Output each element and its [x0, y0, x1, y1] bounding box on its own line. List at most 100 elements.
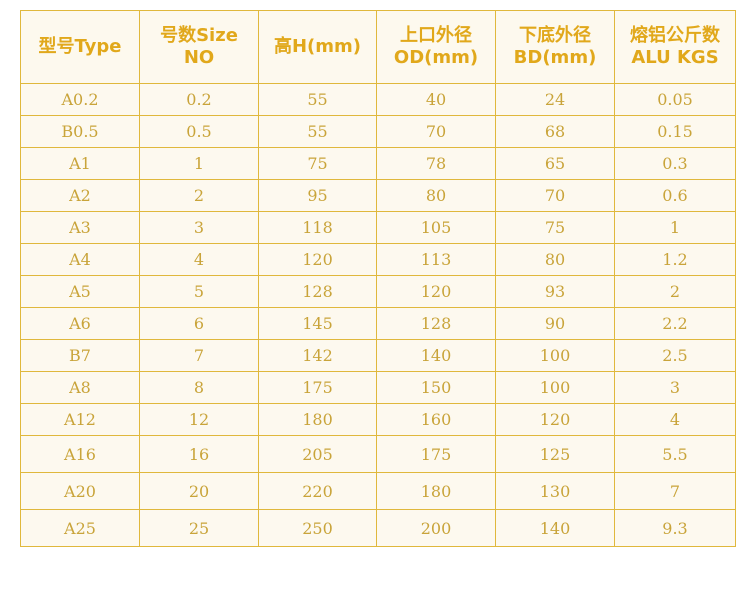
header-size-label-cn: 号数Size — [160, 25, 238, 46]
height-cell: 180 — [258, 403, 377, 436]
type-cell: A20 — [20, 472, 140, 510]
type-cell: A4 — [20, 243, 140, 276]
size-cell: 25 — [139, 509, 259, 547]
table-row: A3 3 118 105 75 1 — [20, 211, 736, 244]
size-cell: 20 — [139, 472, 259, 510]
header-height-label: 高H(mm) — [273, 36, 362, 57]
table-row: A4 4 120 113 80 1.2 — [20, 243, 736, 276]
size-cell: 4 — [139, 243, 259, 276]
top-diameter-cell: 120 — [376, 275, 496, 308]
table-row: A0.2 0.2 55 40 24 0.05 — [20, 83, 736, 116]
type-cell: A5 — [20, 275, 140, 308]
size-cell: 6 — [139, 307, 259, 340]
top-diameter-cell: 175 — [376, 435, 496, 473]
height-cell: 55 — [258, 115, 377, 148]
height-cell: 250 — [258, 509, 377, 547]
bottom-diameter-cell: 70 — [495, 179, 615, 212]
size-cell: 16 — [139, 435, 259, 473]
table-row: A1 1 75 78 65 0.3 — [20, 147, 736, 180]
height-cell: 175 — [258, 371, 377, 404]
type-cell: A16 — [20, 435, 140, 473]
header-type: 型号Type — [20, 10, 140, 84]
table-body: A0.2 0.2 55 40 24 0.05 B0.5 0.5 55 70 68 0.15 A1 1 75 7… — [20, 83, 736, 547]
aluminum-capacity-cell: 0.05 — [614, 83, 736, 116]
type-cell: A25 — [20, 509, 140, 547]
bottom-diameter-cell: 90 — [495, 307, 615, 340]
aluminum-capacity-cell: 0.3 — [614, 147, 736, 180]
table-row: B7 7 142 140 100 2.5 — [20, 339, 736, 372]
aluminum-capacity-cell: 0.15 — [614, 115, 736, 148]
size-cell: 0.2 — [139, 83, 259, 116]
header-bottom-diameter-label-cn: 下底外径 — [519, 25, 591, 46]
header-type-label: 型号Type — [38, 36, 122, 57]
aluminum-capacity-cell: 4 — [614, 403, 736, 436]
bottom-diameter-cell: 24 — [495, 83, 615, 116]
bottom-diameter-cell: 120 — [495, 403, 615, 436]
header-top-diameter-label-en: OD(mm) — [393, 47, 479, 68]
aluminum-capacity-cell: 3 — [614, 371, 736, 404]
height-cell: 220 — [258, 472, 377, 510]
type-cell: A6 — [20, 307, 140, 340]
aluminum-capacity-cell: 2.5 — [614, 339, 736, 372]
bottom-diameter-cell: 75 — [495, 211, 615, 244]
aluminum-capacity-cell: 5.5 — [614, 435, 736, 473]
top-diameter-cell: 113 — [376, 243, 496, 276]
header-bottom-diameter: 下底外径 BD(mm) — [495, 10, 615, 84]
aluminum-capacity-cell: 2 — [614, 275, 736, 308]
type-cell: A3 — [20, 211, 140, 244]
size-cell: 12 — [139, 403, 259, 436]
size-cell: 7 — [139, 339, 259, 372]
type-cell: B0.5 — [20, 115, 140, 148]
header-aluminum-capacity-label-en: ALU KGS — [631, 47, 719, 68]
height-cell: 75 — [258, 147, 377, 180]
crucible-spec-table: 型号Type 号数Size NO 高H(mm) 上口外径 OD(mm) 下底外径 BD… — [20, 10, 736, 547]
header-row: 型号Type 号数Size NO 高H(mm) 上口外径 OD(mm) 下底外径 BD… — [20, 10, 736, 84]
table-row: A20 20 220 180 130 7 — [20, 472, 736, 510]
height-cell: 118 — [258, 211, 377, 244]
bottom-diameter-cell: 130 — [495, 472, 615, 510]
top-diameter-cell: 40 — [376, 83, 496, 116]
table-row: A25 25 250 200 140 9.3 — [20, 509, 736, 547]
table-row: A16 16 205 175 125 5.5 — [20, 435, 736, 473]
aluminum-capacity-cell: 1 — [614, 211, 736, 244]
height-cell: 95 — [258, 179, 377, 212]
bottom-diameter-cell: 80 — [495, 243, 615, 276]
bottom-diameter-cell: 100 — [495, 371, 615, 404]
header-top-diameter: 上口外径 OD(mm) — [376, 10, 496, 84]
height-cell: 145 — [258, 307, 377, 340]
type-cell: A1 — [20, 147, 140, 180]
table-row: A5 5 128 120 93 2 — [20, 275, 736, 308]
aluminum-capacity-cell: 7 — [614, 472, 736, 510]
size-cell: 0.5 — [139, 115, 259, 148]
height-cell: 120 — [258, 243, 377, 276]
top-diameter-cell: 140 — [376, 339, 496, 372]
size-cell: 3 — [139, 211, 259, 244]
table-row: A8 8 175 150 100 3 — [20, 371, 736, 404]
size-cell: 8 — [139, 371, 259, 404]
header-size: 号数Size NO — [139, 10, 259, 84]
bottom-diameter-cell: 125 — [495, 435, 615, 473]
spec-table-container: 型号Type 号数Size NO 高H(mm) 上口外径 OD(mm) 下底外径 BD… — [20, 10, 736, 547]
header-size-label-en: NO — [183, 47, 215, 68]
header-aluminum-capacity: 熔铝公斤数 ALU KGS — [614, 10, 736, 84]
type-cell: A12 — [20, 403, 140, 436]
size-cell: 1 — [139, 147, 259, 180]
top-diameter-cell: 150 — [376, 371, 496, 404]
aluminum-capacity-cell: 1.2 — [614, 243, 736, 276]
table-row: A6 6 145 128 90 2.2 — [20, 307, 736, 340]
table-row: A12 12 180 160 120 4 — [20, 403, 736, 436]
size-cell: 5 — [139, 275, 259, 308]
top-diameter-cell: 105 — [376, 211, 496, 244]
table-row: B0.5 0.5 55 70 68 0.15 — [20, 115, 736, 148]
type-cell: A0.2 — [20, 83, 140, 116]
top-diameter-cell: 128 — [376, 307, 496, 340]
top-diameter-cell: 160 — [376, 403, 496, 436]
header-bottom-diameter-label-en: BD(mm) — [513, 47, 597, 68]
header-aluminum-capacity-label-cn: 熔铝公斤数 — [630, 25, 720, 46]
type-cell: A2 — [20, 179, 140, 212]
size-cell: 2 — [139, 179, 259, 212]
bottom-diameter-cell: 93 — [495, 275, 615, 308]
top-diameter-cell: 180 — [376, 472, 496, 510]
height-cell: 55 — [258, 83, 377, 116]
header-height: 高H(mm) — [258, 10, 377, 84]
